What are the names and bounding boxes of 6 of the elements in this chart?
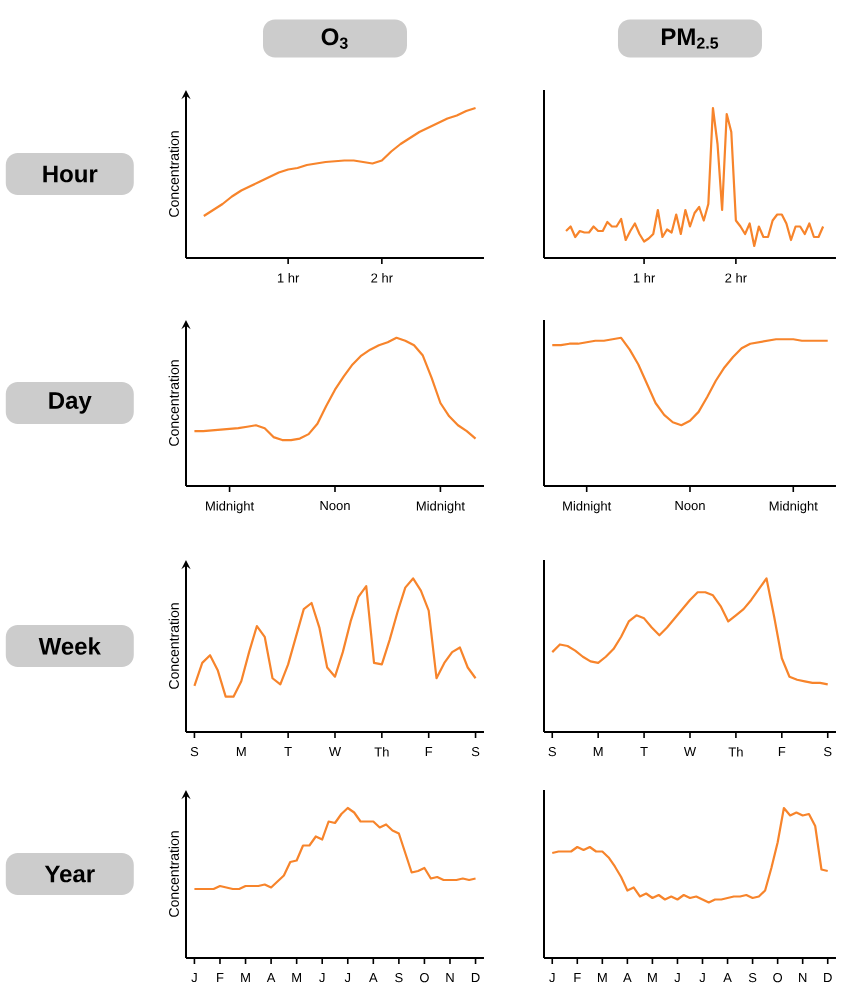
text: Year [44, 865, 95, 883]
text: Hour [43, 165, 98, 183]
text: Day [49, 392, 92, 414]
text: Week [38, 637, 101, 655]
chart-title: PM$_{2.5}$ [661, 28, 719, 49]
chart-title: O$_{3}$ [321, 28, 348, 49]
